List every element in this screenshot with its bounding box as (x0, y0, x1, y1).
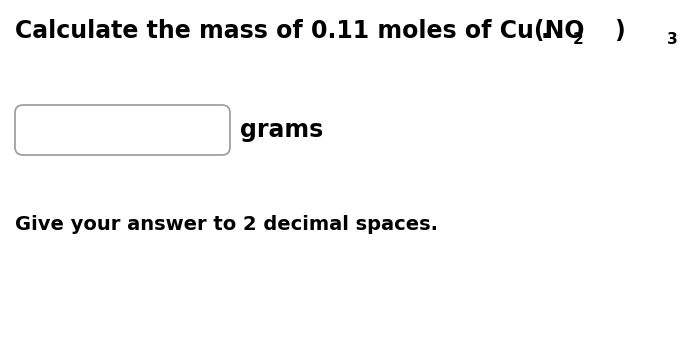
FancyBboxPatch shape (15, 105, 230, 155)
Text: 3: 3 (667, 32, 678, 47)
Text: 2: 2 (573, 32, 584, 47)
Text: ): ) (614, 19, 625, 43)
Text: Calculate the mass of 0.11 moles of Cu(NO: Calculate the mass of 0.11 moles of Cu(N… (15, 19, 584, 43)
Text: .: . (541, 19, 550, 43)
Text: grams: grams (240, 118, 323, 142)
Text: Give your answer to 2 decimal spaces.: Give your answer to 2 decimal spaces. (15, 215, 438, 234)
